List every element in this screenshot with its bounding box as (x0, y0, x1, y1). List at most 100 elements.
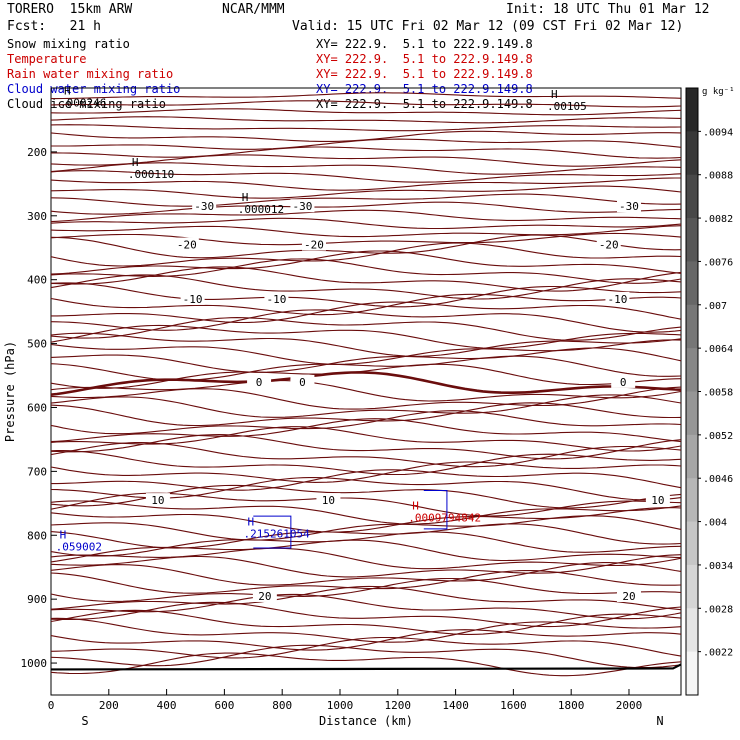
colorbar-swatch (686, 608, 698, 653)
isotherm-label-bg (290, 199, 315, 213)
field-xy-range: XY= 222.9. 5.1 to 222.9.149.8 (316, 97, 533, 111)
colorbar-swatch (686, 174, 698, 219)
y-tick-label: 300 (27, 210, 47, 223)
x-tick-label: 1000 (327, 699, 354, 712)
colorbar-tick-label: .007 (703, 301, 727, 312)
isotherm-line (50, 523, 682, 549)
isotherm-line (50, 562, 682, 586)
x-tick-label: 0 (48, 699, 55, 712)
isotherm-line (50, 154, 682, 167)
isotherm-label-bg (605, 291, 630, 305)
isotherm-line (50, 363, 682, 389)
isotherm-label-bg (645, 493, 670, 507)
colorbar-swatch (686, 434, 698, 479)
x-end-label-left: S (81, 714, 88, 728)
isotherm-line (50, 547, 682, 570)
isotherm-line (50, 609, 682, 635)
extremum-symbol: H (132, 156, 139, 169)
isotherm-label-bg (180, 291, 205, 305)
colorbar-swatch (686, 304, 698, 349)
extremum-value: .215261054 (244, 528, 311, 541)
cloud-water-contour (423, 490, 448, 530)
isotherm-line (50, 500, 682, 525)
isotherm-line (50, 531, 682, 557)
field-xy-range: XY= 222.9. 5.1 to 222.9.149.8 (316, 52, 533, 66)
isotherm-label-bg (264, 291, 289, 305)
cloud-water-contour (253, 515, 292, 549)
isotherm-line (50, 309, 682, 333)
isotherm-line (50, 234, 682, 259)
isotherm-line (51, 138, 682, 150)
field-name: Cloud ice mixing ratio (7, 97, 166, 111)
isotherm-line (50, 250, 682, 275)
isotherm-line (50, 601, 682, 628)
extremum-symbol: H (412, 500, 419, 513)
isotherm-line (50, 232, 682, 246)
colorbar-tick-label: .0094 (703, 127, 733, 138)
isotherm-line (50, 394, 682, 418)
isotherm-line (50, 108, 682, 116)
isotherm-label: -30 (194, 200, 214, 213)
isotherm-label: 0 (620, 376, 627, 389)
colorbar-unit: g kg⁻¹ (702, 87, 735, 97)
isotherm-line (50, 418, 682, 443)
terrain-line (50, 663, 682, 671)
forecast-hour: Fcst: 21 h (7, 19, 101, 34)
isotherm-label: -10 (607, 293, 627, 306)
y-tick-label: 800 (27, 529, 47, 542)
isotherm-label: 20 (622, 590, 635, 603)
colorbar-tick-label: .0082 (703, 214, 733, 225)
isotherm-label-bg (301, 237, 326, 251)
isotherm-label-bg (290, 374, 315, 388)
isotherm-label-bg (616, 588, 641, 602)
colorbar-tick-label: .0022 (703, 648, 733, 659)
isotherm-line (50, 577, 682, 602)
isotherm-line (50, 170, 682, 183)
colorbar-swatch (686, 521, 698, 566)
isotherm-label: 20 (258, 590, 271, 603)
isotherm-line (50, 201, 682, 215)
isotherm-line (50, 629, 682, 651)
isotherm-line (51, 469, 682, 491)
isotherm-line (50, 461, 682, 483)
isotherm-line (50, 100, 682, 108)
isotherm-line (50, 124, 682, 132)
isotherm-line (50, 225, 682, 238)
colorbar-swatch (686, 131, 698, 176)
isotherm-label: 0 (299, 376, 306, 389)
isotherm-line (50, 484, 682, 509)
isotherm-label: -10 (266, 293, 286, 306)
field-name: Rain water mixing ratio (7, 67, 174, 81)
isotherm-line (50, 507, 682, 533)
isotherm-label-bg (616, 199, 641, 213)
y-tick-label: 900 (27, 593, 47, 606)
isotherm-label: -30 (292, 200, 312, 213)
zero-isotherm-line (50, 371, 682, 396)
isotherm-line (50, 402, 682, 427)
extremum-value: .000246 (60, 96, 106, 109)
isotherm-line (50, 410, 682, 435)
colorbar-tick-label: .0052 (703, 431, 733, 442)
y-tick-label: 400 (27, 274, 47, 287)
extremum-value: .059002 (56, 540, 102, 553)
x-tick-label: 1800 (558, 699, 585, 712)
isotherm-line (50, 293, 682, 316)
isotherm-line (50, 193, 682, 207)
x-tick-label: 1400 (442, 699, 469, 712)
extremum-symbol: H (551, 88, 558, 101)
isotherm-line (50, 274, 682, 300)
isotherm-label: 10 (151, 494, 164, 507)
isotherm-line (50, 185, 682, 199)
colorbar-swatch (686, 218, 698, 262)
x-tick-label: 1600 (500, 699, 527, 712)
isotherm-line (50, 324, 682, 349)
y-tick-label: 700 (27, 465, 47, 478)
isotherm-line (50, 539, 682, 563)
isotherm-line (50, 652, 682, 677)
extremum-symbol: H (60, 528, 67, 541)
isotherm-label-bg (247, 374, 272, 388)
isotherm-line (50, 242, 682, 267)
isotherm-label-bg (192, 199, 217, 213)
colorbar-swatch (686, 261, 698, 306)
